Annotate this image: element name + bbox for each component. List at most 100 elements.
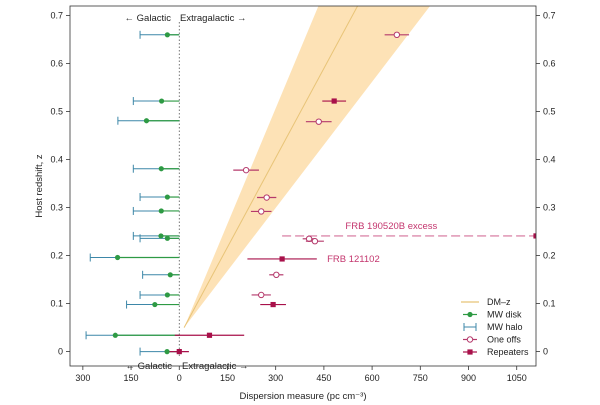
x-tick-label: 300 [75, 373, 90, 383]
y-tick-label: 0 [58, 347, 63, 357]
one-off-marker [311, 238, 319, 245]
repeater-point [322, 98, 347, 104]
y-tick-label-right: 0.3 [543, 203, 556, 213]
y-tick-label: 0.4 [50, 155, 63, 165]
one-off-point [257, 194, 277, 201]
legend-label: MW disk [487, 310, 522, 320]
x-tick-label: 150 [220, 373, 235, 383]
repeater-marker [279, 256, 285, 262]
x-tick-label: 0 [177, 373, 182, 383]
one-offs-series [233, 31, 410, 299]
mw-disk-series [112, 32, 180, 355]
one-off-point [251, 291, 271, 299]
mw-disk-point [164, 235, 180, 241]
legend-label: One offs [487, 335, 521, 345]
legend-repeater-marker [467, 349, 473, 355]
y-tick-label-right: 0.2 [543, 251, 556, 261]
mw-disk-dot [143, 118, 150, 124]
repeater-point [260, 301, 286, 308]
legend-item-oneoff: One offs [463, 335, 521, 345]
y-tick-label-right: 0.5 [543, 107, 556, 117]
one-off-point [305, 118, 332, 125]
legend-item-halo: MW halo [463, 322, 523, 332]
legend-label: MW halo [487, 322, 523, 332]
repeater-marker [206, 332, 213, 338]
mw-disk-point [158, 208, 180, 214]
y-tick-label-right: 0.6 [543, 59, 556, 69]
mw-disk-point [143, 118, 180, 124]
one-off-point [305, 238, 324, 245]
y-tick-label: 0.6 [50, 59, 63, 69]
mw-disk-dot [158, 98, 165, 104]
x-tick-label: 750 [413, 373, 428, 383]
mw-disk-dot [158, 233, 164, 239]
legend-disk-dot [467, 311, 473, 318]
y-axis-left: 0 0.1 0.2 0.3 0.4 0.5 0.6 0.7 [50, 11, 70, 357]
mw-disk-dot [167, 272, 173, 278]
y-tick-label-right: 0 [543, 347, 548, 357]
mw-disk-dot [164, 32, 170, 38]
mw-disk-point [164, 292, 180, 298]
legend: DM–z MW disk MW halo One offs Repeaters [461, 297, 529, 357]
legend-item-line: DM–z [461, 297, 511, 307]
mw-disk-point [167, 272, 180, 278]
y-tick-label: 0.1 [50, 299, 63, 309]
repeater-marker [331, 98, 337, 104]
one-off-marker [242, 166, 250, 174]
plot-area [85, 6, 536, 356]
region-label-top-right: Extragalactic → [180, 13, 247, 24]
one-off-marker [273, 271, 280, 278]
repeaters-series [169, 98, 536, 355]
x-tick-label: 600 [365, 373, 380, 383]
region-label-bottom-right: Extragalactic → [182, 361, 249, 372]
annotation-frb-190520b-excess: FRB 190520B excess [345, 221, 437, 232]
mw-disk-point [152, 301, 180, 308]
mw-disk-dot [164, 349, 170, 355]
mw-disk-dot [164, 292, 170, 298]
y-tick-label-right: 0.1 [543, 299, 556, 309]
y-axis-right: 0 0.1 0.2 0.3 0.4 0.5 0.6 0.7 [536, 11, 556, 357]
repeater-point [533, 233, 536, 239]
mw-disk-dot [114, 254, 121, 261]
one-off-point [233, 166, 259, 174]
one-off-marker [315, 118, 322, 125]
region-label-bottom-left: ← Galactic [126, 361, 173, 372]
mw-disk-dot [112, 332, 118, 338]
mw-disk-point [158, 166, 180, 172]
dm-z-line [183, 6, 359, 328]
x-tick-label: 450 [316, 373, 331, 383]
x-tick-label: 300 [268, 373, 283, 383]
y-tick-label: 0.2 [50, 251, 63, 261]
region-label-top-left: ← Galactic [125, 13, 172, 24]
y-axis-title: Host redshift, z [34, 154, 45, 218]
mw-disk-dot [158, 208, 164, 214]
x-axis-title: Dispersion measure (pc cm⁻³) [240, 391, 367, 402]
one-off-point [250, 208, 272, 215]
y-tick-label-right: 0.4 [543, 155, 556, 165]
mw-disk-dot [158, 166, 164, 172]
x-tick-label: 1050 [507, 373, 527, 383]
mw-disk-point [158, 233, 180, 239]
dm-z-band [184, 6, 431, 328]
repeater-marker [533, 233, 536, 239]
legend-label: DM–z [487, 297, 511, 307]
mw-disk-point [114, 254, 180, 261]
legend-oneoff-marker [466, 336, 474, 343]
y-tick-label: 0.3 [50, 203, 63, 213]
y-tick-label: 0.7 [50, 11, 63, 21]
annotation-frb-121102: FRB 121102 [327, 254, 380, 265]
mw-disk-dot [164, 235, 170, 241]
repeater-marker [176, 349, 182, 355]
x-axis: 300 150 0 150 300 450 600 750 900 1050 [75, 366, 527, 383]
repeater-point [169, 349, 189, 355]
mw-disk-point [164, 32, 180, 38]
mw-disk-point [112, 332, 180, 338]
legend-label: Repeaters [487, 347, 529, 357]
y-tick-label-right: 0.7 [543, 11, 556, 21]
plot-frame [69, 5, 537, 367]
mw-disk-dot [152, 301, 158, 308]
one-off-point [384, 31, 410, 38]
one-off-marker [393, 31, 401, 38]
y-tick-label: 0.5 [50, 107, 63, 117]
